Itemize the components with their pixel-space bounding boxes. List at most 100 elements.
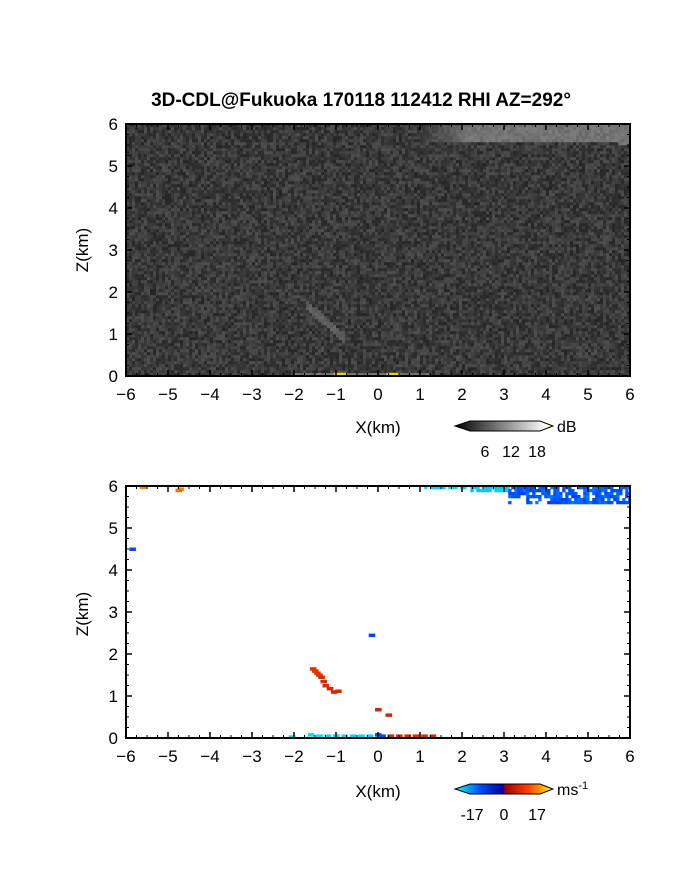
reflectivity-cell <box>180 166 184 170</box>
reflectivity-cell <box>300 319 304 323</box>
reflectivity-cell <box>249 358 253 362</box>
reflectivity-cell <box>225 190 229 194</box>
reflectivity-cell <box>186 139 190 143</box>
reflectivity-cell <box>219 220 223 224</box>
reflectivity-cell <box>291 175 295 179</box>
reflectivity-cell <box>282 253 286 257</box>
reflectivity-cell <box>192 160 196 164</box>
reflectivity-cell <box>300 217 304 221</box>
reflectivity-cell <box>138 241 142 245</box>
reflectivity-cell <box>144 259 148 263</box>
reflectivity-cell <box>258 283 262 287</box>
reflectivity-cell <box>255 322 259 326</box>
reflectivity-cell <box>213 148 217 152</box>
reflectivity-cell <box>174 151 178 155</box>
reflectivity-cell <box>267 259 271 263</box>
reflectivity-cell <box>216 169 220 173</box>
reflectivity-cell <box>183 169 187 173</box>
reflectivity-cell <box>177 358 181 362</box>
reflectivity-cell <box>162 214 166 218</box>
reflectivity-cell <box>231 352 235 356</box>
reflectivity-cell <box>198 304 202 308</box>
reflectivity-cell <box>189 331 193 335</box>
reflectivity-cell <box>240 148 244 152</box>
reflectivity-cell <box>270 355 274 359</box>
reflectivity-cell <box>135 328 139 332</box>
reflectivity-cell <box>192 355 196 359</box>
reflectivity-cell <box>141 181 145 185</box>
reflectivity-cell <box>162 364 166 368</box>
reflectivity-cell <box>246 211 250 215</box>
reflectivity-cell <box>168 301 172 305</box>
reflectivity-cell <box>276 343 280 347</box>
reflectivity-cell <box>138 274 142 278</box>
reflectivity-cell <box>141 337 145 341</box>
reflectivity-cell <box>294 127 298 131</box>
reflectivity-cell <box>207 352 211 356</box>
reflectivity-cell <box>141 328 145 332</box>
reflectivity-cell <box>189 139 193 143</box>
reflectivity-cell <box>138 301 142 305</box>
reflectivity-cell <box>273 202 277 206</box>
reflectivity-cell <box>225 328 229 332</box>
reflectivity-cell <box>270 346 274 350</box>
reflectivity-cell <box>234 232 238 236</box>
reflectivity-cell <box>267 349 271 353</box>
reflectivity-cell <box>201 334 205 338</box>
reflectivity-cell <box>285 187 289 191</box>
reflectivity-cell <box>252 316 256 320</box>
reflectivity-cell <box>171 349 175 353</box>
reflectivity-cell <box>168 325 172 329</box>
reflectivity-cell <box>273 373 277 376</box>
reflectivity-cell <box>234 364 238 368</box>
reflectivity-cell <box>270 301 274 305</box>
reflectivity-cell <box>198 211 202 215</box>
reflectivity-cell <box>180 319 184 323</box>
reflectivity-cell <box>231 280 235 284</box>
reflectivity-cell <box>300 157 304 161</box>
reflectivity-cell <box>273 346 277 350</box>
reflectivity-cell <box>279 151 283 155</box>
reflectivity-cell <box>129 229 133 233</box>
reflectivity-cell <box>282 199 286 203</box>
reflectivity-cell <box>234 169 238 173</box>
reflectivity-cell <box>297 259 301 263</box>
reflectivity-cell <box>267 283 271 287</box>
reflectivity-cell <box>294 259 298 263</box>
reflectivity-cell <box>222 328 226 332</box>
reflectivity-cell <box>201 193 205 197</box>
reflectivity-cell <box>234 301 238 305</box>
reflectivity-cell <box>150 199 154 203</box>
reflectivity-cell <box>276 214 280 218</box>
reflectivity-cell <box>243 178 247 182</box>
reflectivity-cell <box>300 292 304 296</box>
reflectivity-cell <box>141 172 145 176</box>
reflectivity-cell <box>261 247 265 251</box>
reflectivity-cell <box>246 154 250 158</box>
reflectivity-cell <box>258 328 262 332</box>
reflectivity-cell <box>273 277 277 281</box>
reflectivity-cell <box>168 136 172 140</box>
reflectivity-cell <box>159 355 163 359</box>
reflectivity-cell <box>132 328 136 332</box>
reflectivity-cell <box>294 334 298 338</box>
reflectivity-cell <box>165 346 169 350</box>
reflectivity-cell <box>258 340 262 344</box>
reflectivity-cell <box>141 343 145 347</box>
reflectivity-cell <box>222 133 226 137</box>
reflectivity-cell <box>147 331 151 335</box>
reflectivity-cell <box>174 259 178 263</box>
reflectivity-cell <box>273 253 277 257</box>
reflectivity-cell <box>174 247 178 251</box>
reflectivity-cell <box>147 325 151 329</box>
reflectivity-cell <box>270 292 274 296</box>
reflectivity-cell <box>174 157 178 161</box>
reflectivity-cell <box>132 262 136 266</box>
reflectivity-cell <box>213 322 217 326</box>
reflectivity-cell <box>291 304 295 308</box>
reflectivity-cell <box>261 178 265 182</box>
reflectivity-cell <box>213 139 217 143</box>
reflectivity-cell <box>183 265 187 269</box>
reflectivity-cell <box>246 190 250 194</box>
reflectivity-cell <box>258 343 262 347</box>
